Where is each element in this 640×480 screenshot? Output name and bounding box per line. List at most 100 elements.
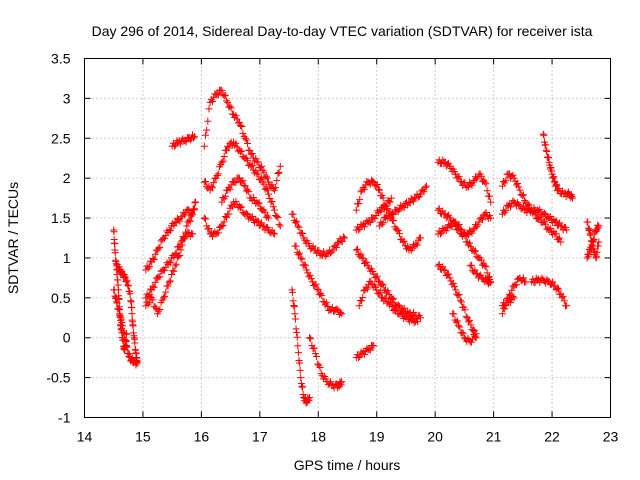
data-point-interp [453,317,461,325]
data-point-interp [182,138,190,146]
data-point [586,230,594,238]
data-point-interp [273,176,281,184]
data-point-interp [458,329,466,337]
data-point-interp [170,267,178,275]
data-point-interp [275,220,283,228]
data-point-interp [123,278,131,286]
data-point-interp [305,397,313,405]
data-point-interp [592,253,600,261]
data-point-interp [466,239,474,247]
data-point-interp [309,242,317,250]
data-point-interp [180,211,188,219]
data-point-interp [471,247,479,255]
y-tick-label: 3.5 [51,51,71,67]
data-point-interp [258,219,266,227]
data-point-interp [355,354,363,362]
data-point-interp [553,284,561,292]
data-point [595,222,603,230]
data-point [192,198,200,206]
data-point-interp [546,224,554,232]
data-point-interp [180,235,188,243]
data-point [393,226,401,234]
data-point [235,174,243,182]
data-point-interp [552,217,560,225]
data-point [294,342,302,350]
data-point-interp [220,152,228,160]
data-point-interp [473,175,481,183]
data-point-interp [190,205,198,213]
data-point-interp [456,323,464,331]
data-point [510,198,518,206]
data-point-interp [172,249,180,257]
data-point-interp [204,117,212,125]
data-point-interp [360,287,368,295]
data-point-interp [156,243,164,251]
data-point-interp [455,291,463,299]
data-point [463,182,471,190]
data-point-interp [238,122,246,130]
data-point-interp [111,240,119,248]
x-tick-label: 16 [194,429,210,445]
data-point-interp [420,188,428,196]
data-point-interp [567,191,575,199]
data-point-interp [123,341,131,349]
data-point-interp [150,256,158,264]
data-point [417,234,425,242]
data-point-interp [378,220,386,228]
y-tick-label: 0 [63,330,71,346]
data-point-interp [502,176,510,184]
data-point-interp [366,218,374,226]
data-point-interp [483,187,491,195]
data-point [270,230,278,238]
x-axis-label: GPS time / hours [294,457,401,473]
data-point-interp [547,167,555,175]
data-point-interp [164,282,172,290]
data-point-interp [547,164,555,172]
data-point-interp [161,234,169,242]
data-point-interp [360,185,368,193]
data-point-interp [590,236,598,244]
data-point [297,254,305,262]
data-point-interp [263,174,271,182]
data-point-interp [114,305,122,313]
data-point-interp [296,359,304,367]
data-point-interp [313,285,321,293]
data-point [542,146,550,154]
data-point-interp [394,227,402,235]
data-point-interp [304,395,312,403]
data-point [457,298,465,306]
data-point-interp [542,220,550,228]
data-point-interp [413,241,421,249]
data-point [422,182,430,190]
data-point [276,162,284,170]
data-point [159,294,167,302]
data-point [200,214,208,222]
data-point [411,194,419,202]
data-point-interp [318,291,326,299]
data-point-interp [303,398,311,406]
data-point [355,302,363,310]
data-point [265,190,273,198]
data-point-interp [210,179,218,187]
data-point-interp [254,158,262,166]
data-point-interp [556,219,564,227]
data-point-interp [220,218,228,226]
data-point-interp [456,177,464,185]
data-point-interp [112,293,120,301]
data-point-interp [507,299,515,307]
data-point-interp [334,239,342,247]
data-point [276,222,284,230]
data-point-interp [145,262,153,270]
data-point [241,182,249,190]
data-point [265,178,273,186]
data-point-interp [470,327,478,335]
data-point-interp [389,295,397,303]
data-point-interp [509,293,517,301]
data-point-interp [263,186,271,194]
data-point-interp [449,279,457,287]
data-point-interp [519,191,527,199]
data-point-interp [435,205,443,213]
data-point-interp [213,172,221,180]
data-point-interp [299,390,307,398]
data-point-interp [237,204,245,212]
